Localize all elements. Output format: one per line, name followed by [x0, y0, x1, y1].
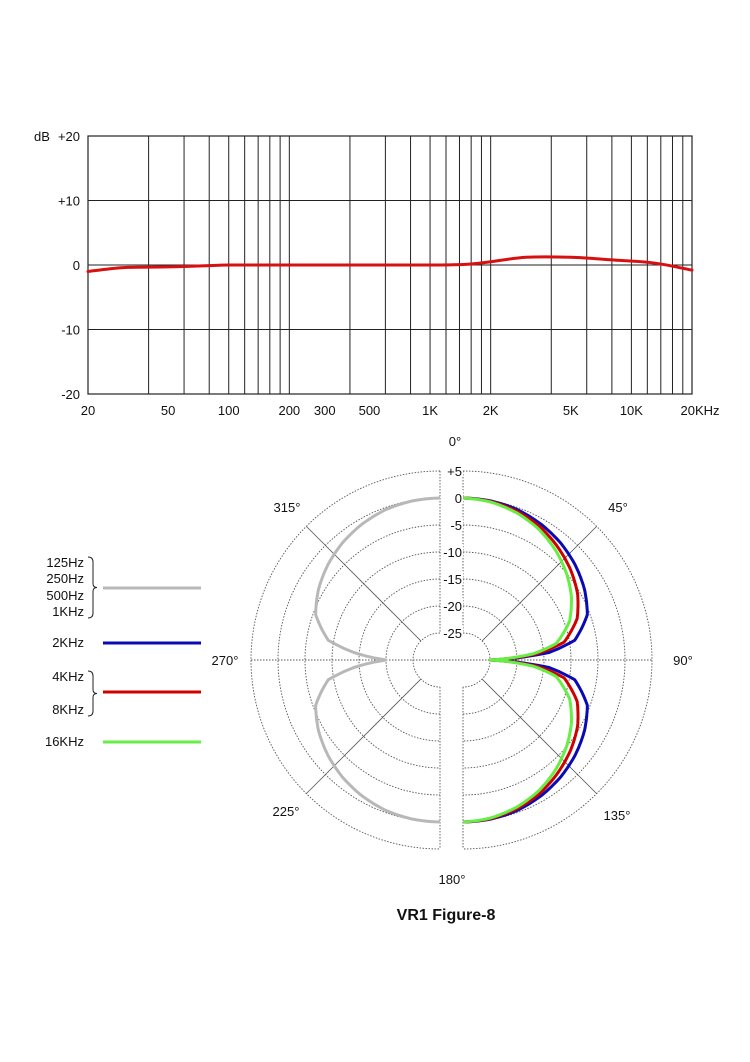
y-tick-label: +10: [58, 194, 80, 209]
ring-label: -15: [443, 572, 462, 587]
radial-line-315: [306, 526, 422, 642]
legend-label: 16KHz: [45, 734, 84, 749]
polar-ring-right: [462, 470, 653, 850]
angle-label: 45°: [608, 500, 628, 515]
x-tick-label: 200: [278, 403, 300, 418]
frequency-response-line: [86, 255, 694, 273]
ring-label-bg: [441, 490, 463, 504]
ring-label-bg: [441, 463, 463, 477]
ring-label: -20: [443, 599, 462, 614]
ring-label: 0: [455, 491, 462, 506]
legend-label: 125Hz: [46, 555, 84, 570]
angle-label: 315°: [274, 500, 301, 515]
ring-label: -10: [443, 545, 462, 560]
polar-ring-right: [462, 578, 545, 742]
angle-label: 180°: [439, 872, 466, 887]
polar-curve: [314, 496, 441, 824]
radial-line-135: [481, 678, 597, 794]
legend-label: 1KHz: [52, 604, 84, 619]
x-tick-label: 100: [218, 403, 240, 418]
x-tick-label: 10K: [620, 403, 643, 418]
x-tick-label: 1K: [422, 403, 438, 418]
angle-label: 270°: [212, 653, 239, 668]
ring-label-bg: [441, 625, 463, 639]
ring-label: -5: [450, 518, 462, 533]
legend-label: 2KHz: [52, 635, 84, 650]
x-tick-label: 5K: [563, 403, 579, 418]
legend-brace: [87, 670, 98, 717]
angle-label: 135°: [604, 808, 631, 823]
x-tick-label: 20: [81, 403, 95, 418]
ring-label-bg: [441, 598, 463, 612]
polar-ring-right: [462, 605, 518, 715]
ring-label: +5: [447, 464, 462, 479]
legend-brace: [87, 556, 98, 619]
angle-label: 225°: [273, 804, 300, 819]
legend-label: 4KHz: [52, 669, 84, 684]
polar-curve: [462, 496, 573, 824]
y-tick-label: -10: [61, 323, 80, 338]
angle-label: 0°: [449, 434, 461, 449]
frequency-response-chart: +20 +10 0 -10 -20 dB 20 50 100 200 300 500 1K 2K 5K 10K…: [34, 129, 720, 418]
angle-label: 90°: [673, 653, 693, 668]
radial-line-225: [306, 678, 422, 794]
ring-label-bg: [441, 517, 463, 531]
ring-label: -25: [443, 626, 462, 641]
polar-ring-left: [250, 470, 441, 850]
y-axis-label: dB: [34, 129, 50, 144]
polar-pattern-chart: +5 0 -5 -10 -15 -20 -25 0° 45° 90° 135° 180° 225° 270…: [212, 434, 693, 887]
ring-label-bg: [441, 544, 463, 558]
ring-label-bg: [441, 571, 463, 585]
polar-ring-right: [462, 551, 572, 769]
legend-label: 500Hz: [46, 588, 84, 603]
plot-frame: [87, 135, 693, 395]
x-tick-label: 2K: [483, 403, 499, 418]
radial-line-45: [481, 526, 597, 642]
x-tick-label: 500: [359, 403, 381, 418]
legend-label: 8KHz: [52, 702, 84, 717]
y-tick-label: -20: [61, 387, 80, 402]
y-tick-label: +20: [58, 129, 80, 144]
x-tick-label: 50: [161, 403, 175, 418]
x-tick-label: 20KHz: [680, 403, 719, 418]
y-tick-label: 0: [73, 258, 80, 273]
polar-title: VR1 Figure-8: [397, 907, 496, 924]
polar-ring-right: [462, 524, 599, 796]
legend-label: 250Hz: [46, 571, 84, 586]
x-tick-label: 300: [314, 403, 336, 418]
polar-ring-left: [304, 524, 441, 796]
